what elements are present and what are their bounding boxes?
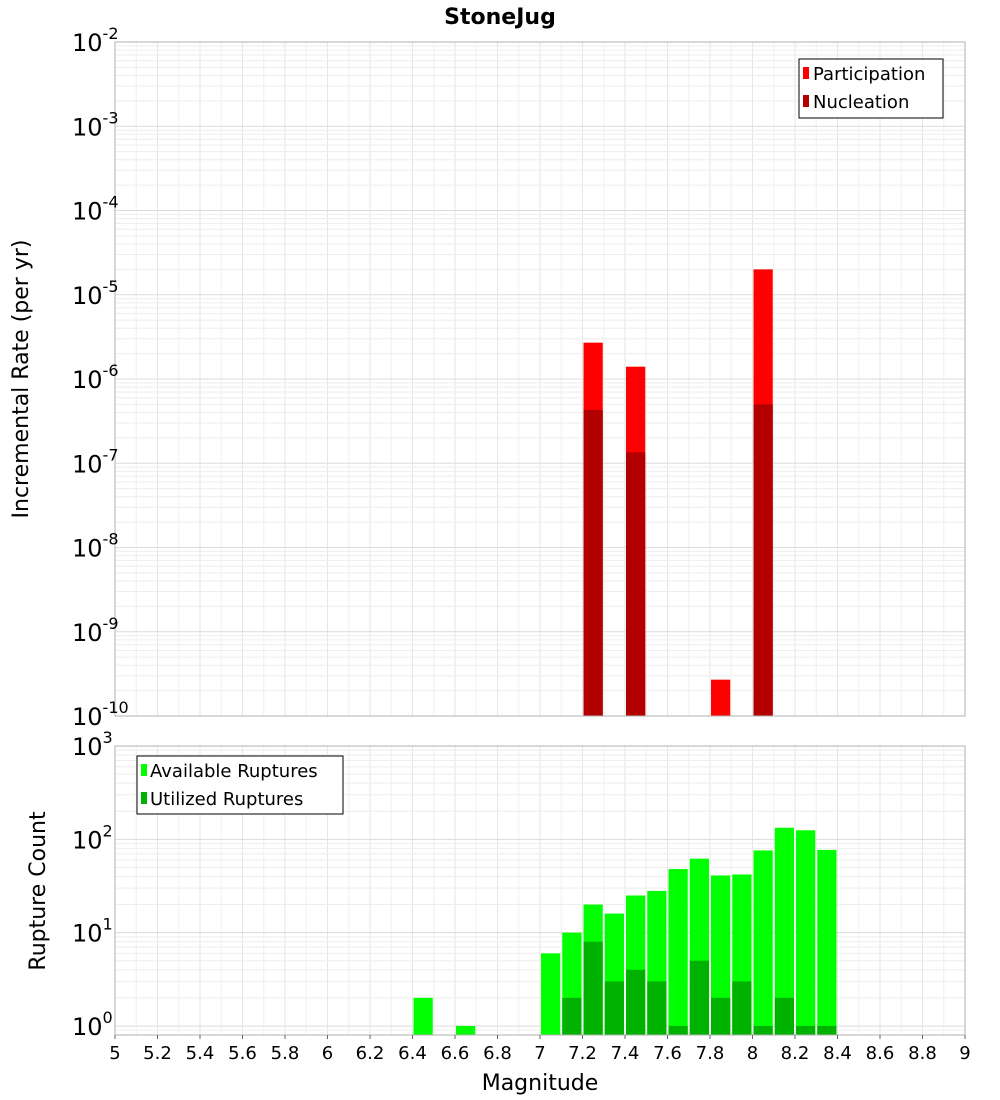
bar-nucleation [583,409,603,716]
x-tick-label: 7.6 [653,1043,682,1064]
x-axis-label: Magnitude [482,1071,599,1096]
y-tick-label: 10-5 [72,277,119,310]
bar-utilized-ruptures [689,960,709,1035]
bar-available-ruptures [796,830,816,1035]
x-tick-label: 9 [959,1043,970,1064]
x-tick-label: 6.2 [356,1043,385,1064]
chart-title: StoneJug [444,5,556,30]
bar-utilized-ruptures [732,981,752,1035]
legend-label-participation: Participation [813,64,925,85]
bar-available-ruptures [668,869,688,1035]
bottom-plot: 103 102 101 100 5 5.2 5.4 5.6 5.8 6 6.2 6.4 6.6 6.8 7… [26,728,971,1096]
legend-label-utilized: Utilized Ruptures [150,789,303,810]
x-tick-label: 8.8 [908,1043,937,1064]
x-tick-label: 8.2 [781,1043,810,1064]
bar-available-ruptures [753,850,773,1035]
top-grid [115,42,965,717]
bottom-y-ticks: 103 102 101 100 [72,728,113,1041]
x-tick-label: 6.8 [483,1043,512,1064]
y-tick-label: 10-2 [72,24,119,57]
top-y-axis-label: Incremental Rate (per yr) [9,240,34,519]
x-tick-label: 5.4 [186,1043,215,1064]
y-tick-label: 10-6 [72,361,119,394]
bar-utilized-ruptures [626,969,646,1035]
bar-utilized-ruptures [817,1025,837,1035]
x-tick-label: 6 [322,1043,333,1064]
x-tick-label: 6.6 [441,1043,470,1064]
legend-swatch-utilized [141,792,147,804]
x-tick-label: 7.8 [696,1043,725,1064]
legend-swatch-nucleation [803,95,809,107]
bar-available-ruptures [541,953,561,1035]
top-y-ticks: 10-2 10-3 10-4 10-5 10-6 10-7 10-8 10-9 10-10 [72,24,129,731]
x-tick-label: 6.4 [398,1043,427,1064]
bar-participation [711,679,731,716]
top-legend-box [798,58,944,119]
legend-swatch-available [141,764,147,776]
bar-utilized-ruptures [796,1025,816,1035]
x-tick-label: 8.4 [823,1043,852,1064]
x-tick-label: 8 [747,1043,758,1064]
bar-utilized-ruptures [583,941,603,1035]
bar-available-ruptures [456,1025,476,1035]
bottom-legend: Available Ruptures Utilized Ruptures [136,755,344,815]
bar-utilized-ruptures [753,1025,773,1035]
top-bars [583,269,773,716]
y-tick-label: 100 [72,1008,113,1041]
x-tick-label: 7.2 [568,1043,597,1064]
legend-label-nucleation: Nucleation [813,92,909,113]
bottom-y-axis-label: Rupture Count [26,811,51,971]
top-legend: Participation Nucleation [798,58,944,119]
x-tick-label: 5.2 [143,1043,172,1064]
x-tick-label: 5 [109,1043,120,1064]
top-plot-border [114,41,966,717]
bar-available-ruptures [711,875,731,1035]
bar-utilized-ruptures [668,1025,688,1035]
legend-swatch-participation [803,67,809,79]
bar-utilized-ruptures [711,997,731,1035]
x-tick-label: 7.4 [611,1043,640,1064]
bar-utilized-ruptures [604,981,624,1035]
bar-available-ruptures [817,849,837,1035]
x-tick-label: 5.6 [228,1043,257,1064]
y-tick-label: 10-3 [72,108,119,141]
y-tick-label: 101 [72,915,113,948]
bar-available-ruptures [413,997,433,1035]
bar-nucleation [753,404,773,716]
x-tick-label: 5.8 [271,1043,300,1064]
y-tick-label: 10-9 [72,614,119,647]
legend-label-available: Available Ruptures [150,761,318,782]
y-tick-label: 103 [72,728,113,761]
y-tick-label: 10-7 [72,445,119,478]
bottom-bars [413,827,837,1035]
y-tick-label: 10-10 [72,698,129,731]
y-tick-label: 10-4 [72,193,119,226]
y-tick-label: 10-8 [72,530,119,563]
x-tick-label: 7 [534,1043,545,1064]
bar-utilized-ruptures [647,981,667,1035]
bar-utilized-ruptures [774,997,794,1035]
bar-nucleation [626,452,646,716]
top-plot: 10-2 10-3 10-4 10-5 10-6 10-7 10-8 10-9 10-10 In… [9,24,966,731]
bottom-legend-box [136,755,344,815]
bar-available-ruptures [774,827,794,1035]
x-tick-label: 8.6 [866,1043,895,1064]
y-tick-label: 102 [72,821,113,854]
bar-utilized-ruptures [562,997,582,1035]
x-ticks: 5 5.2 5.4 5.6 5.8 6 6.2 6.4 6.6 6.8 7 7.2 7.4 7.6 7.8 8… [109,1035,971,1064]
